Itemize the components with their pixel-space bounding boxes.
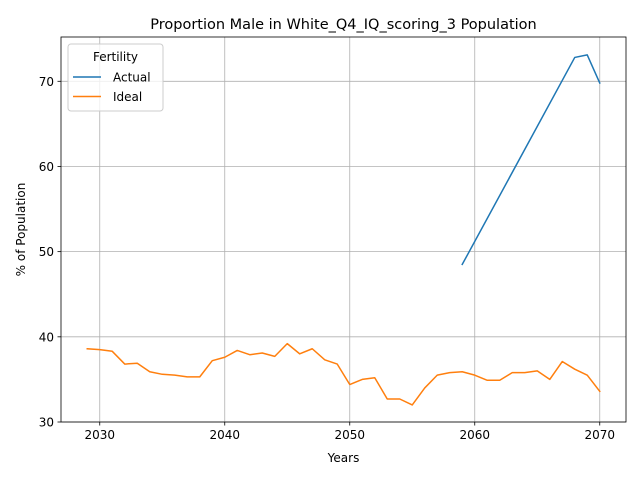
legend-label-actual: Actual bbox=[113, 71, 151, 85]
y-tick-label: 40 bbox=[39, 330, 54, 344]
x-axis: 2030 2040 2050 2060 2070 bbox=[84, 422, 615, 442]
x-tick-label: 2060 bbox=[459, 428, 490, 442]
x-tick-label: 2050 bbox=[334, 428, 365, 442]
y-axis: 30 40 50 60 70 bbox=[39, 75, 61, 430]
x-tick-label: 2070 bbox=[584, 428, 615, 442]
y-tick-label: 60 bbox=[39, 160, 54, 174]
x-axis-label: Years bbox=[327, 451, 360, 465]
series-line-actual bbox=[461, 54, 601, 266]
legend-label-ideal: Ideal bbox=[113, 90, 142, 104]
plot-frame bbox=[60, 36, 627, 423]
legend: Fertility Actual Ideal bbox=[67, 43, 164, 112]
y-tick-label: 50 bbox=[39, 245, 54, 259]
y-tick-label: 70 bbox=[39, 75, 54, 89]
series-layer bbox=[86, 54, 601, 406]
x-tick-label: 2030 bbox=[84, 428, 115, 442]
y-tick-label: 30 bbox=[39, 416, 54, 430]
y-axis-label: % of Population bbox=[14, 183, 28, 277]
series-line-ideal bbox=[86, 342, 601, 406]
legend-box bbox=[67, 43, 164, 112]
legend-title: Fertility bbox=[93, 50, 138, 64]
chart-title: Proportion Male in White_Q4_IQ_scoring_3… bbox=[150, 17, 537, 33]
x-tick-label: 2040 bbox=[209, 428, 240, 442]
legend-entries: Actual Ideal bbox=[73, 71, 151, 104]
